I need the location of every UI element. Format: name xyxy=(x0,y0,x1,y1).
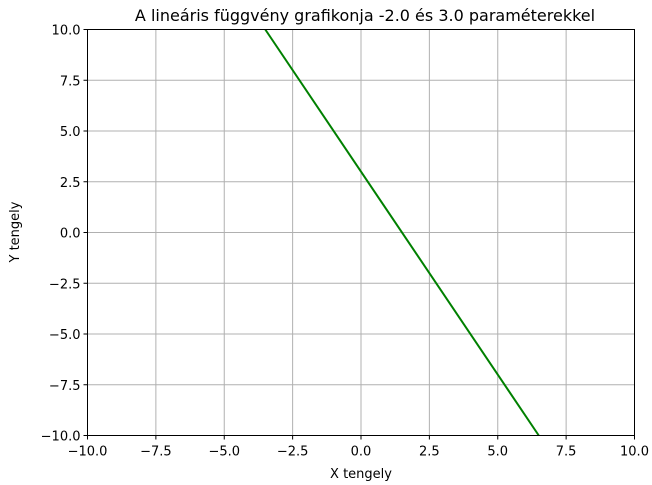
x-tick-label: 7.5 xyxy=(556,445,577,460)
y-axis: −10.0 −7.5 −5.0 −2.5 0.0 2.5 5.0 7.5 10.0 xyxy=(41,24,88,445)
x-axis-label: X tengely xyxy=(330,467,392,482)
x-tick-label: −5.0 xyxy=(208,445,240,460)
y-tick-label: −7.5 xyxy=(49,379,81,394)
y-tick-label: 0.0 xyxy=(60,227,81,242)
x-tick-label: 2.5 xyxy=(419,445,440,460)
x-tick-label: 10.0 xyxy=(620,445,649,460)
y-tick-label: −2.5 xyxy=(49,277,81,292)
x-tick-label: 0.0 xyxy=(351,445,372,460)
y-tick-label: −10.0 xyxy=(41,430,81,445)
chart-title: A lineáris függvény grafikonja -2.0 és 3… xyxy=(135,6,595,25)
x-tick-label: −10.0 xyxy=(68,445,108,460)
grid xyxy=(87,29,635,436)
series-layer xyxy=(264,28,540,437)
series-line xyxy=(264,28,540,437)
x-axis: −10.0 −7.5 −5.0 −2.5 0.0 2.5 5.0 7.5 10.0 xyxy=(68,435,649,460)
y-axis-label: Y tengely xyxy=(8,201,23,263)
y-tick-label: 10.0 xyxy=(52,24,81,39)
y-tick-label: −5.0 xyxy=(49,328,81,343)
x-tick-label: 5.0 xyxy=(487,445,508,460)
y-tick-label: 5.0 xyxy=(60,125,81,140)
y-tick-label: 2.5 xyxy=(60,176,81,191)
x-tick-label: −7.5 xyxy=(140,445,172,460)
y-tick-label: 7.5 xyxy=(60,74,81,89)
x-tick-label: −2.5 xyxy=(277,445,309,460)
